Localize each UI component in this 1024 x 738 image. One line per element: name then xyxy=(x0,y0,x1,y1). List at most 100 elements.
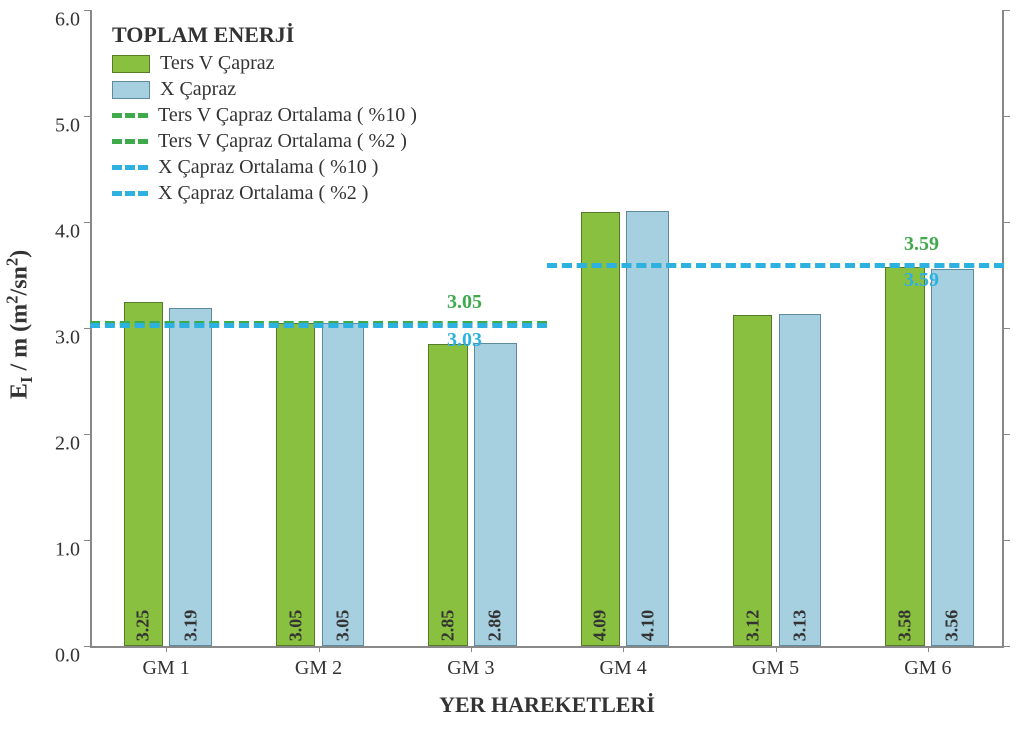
y-tick-mark xyxy=(84,116,90,117)
legend-title: TOPLAM ENERJİ xyxy=(112,22,417,48)
x-tick-label: GM 6 xyxy=(904,657,951,680)
bar-x: 3.56 xyxy=(931,269,974,646)
bar-value-label: 3.12 xyxy=(742,610,763,642)
legend-row: Ters V Çapraz Ortalama ( %2 ) xyxy=(112,130,417,153)
y-tick-mark xyxy=(84,540,90,541)
bar-border xyxy=(931,269,974,646)
bar-tersV: 2.85 xyxy=(428,344,468,646)
y-tick-mark xyxy=(84,10,90,11)
y-tick-mark xyxy=(1004,434,1010,435)
y-tick-mark xyxy=(84,434,90,435)
y-axis-title-text: EI / m (m2/sn2) xyxy=(3,249,38,398)
bar-x: 4.10 xyxy=(626,211,669,646)
bar-border xyxy=(474,343,517,646)
y-tick-mark xyxy=(84,646,90,647)
legend-swatch-box xyxy=(112,55,150,73)
bar-x: 2.86 xyxy=(474,343,517,646)
avg-value-x_2: 3.59 xyxy=(904,269,939,292)
bar-x: 3.05 xyxy=(322,323,365,646)
y-tick-label: 6.0 xyxy=(40,9,80,32)
y-tick-label: 5.0 xyxy=(40,115,80,138)
y-tick-label: 2.0 xyxy=(40,433,80,456)
y-tick-mark xyxy=(1004,328,1010,329)
avg-line-x_10 xyxy=(90,323,547,328)
bar-tersV: 4.09 xyxy=(581,212,621,646)
y-tick-mark xyxy=(1004,116,1010,117)
y-tick-mark xyxy=(1004,10,1010,11)
legend-label: Ters V Çapraz Ortalama ( %10 ) xyxy=(158,104,417,127)
bar-border xyxy=(626,211,669,646)
legend: TOPLAM ENERJİ Ters V ÇaprazX ÇaprazTers … xyxy=(100,16,429,216)
y-tick-mark xyxy=(1004,540,1010,541)
legend-swatch-dash xyxy=(112,165,148,170)
bar-value-label: 3.05 xyxy=(332,610,353,642)
bar-value-label: 3.56 xyxy=(942,610,963,642)
bar-value-label: 3.58 xyxy=(894,610,915,642)
legend-row: Ters V Çapraz Ortalama ( %10 ) xyxy=(112,104,417,127)
legend-row: X Çapraz Ortalama ( %2 ) xyxy=(112,182,417,205)
x-axis-title: YER HAREKETLERİ xyxy=(90,692,1004,718)
avg-line-x_2 xyxy=(547,263,1004,268)
x-tick-label: GM 5 xyxy=(752,657,799,680)
x-tick-mark xyxy=(166,646,167,652)
bar-value-label: 3.25 xyxy=(133,610,154,642)
energy-chart: EI / m (m2/sn2) TOPLAM ENERJİ Ters V Çap… xyxy=(0,0,1024,738)
legend-label: Ters V Çapraz xyxy=(160,52,275,75)
bar-border xyxy=(276,323,316,646)
bar-border xyxy=(581,212,621,646)
bar-border xyxy=(733,315,773,646)
bar-value-label: 4.10 xyxy=(637,610,658,642)
x-tick-mark xyxy=(776,646,777,652)
legend-label: X Çapraz Ortalama ( %2 ) xyxy=(158,182,368,205)
bar-tersV: 3.58 xyxy=(885,267,925,646)
y-tick-label: 0.0 xyxy=(40,645,80,668)
legend-label: X Çapraz Ortalama ( %10 ) xyxy=(158,156,378,179)
bar-border xyxy=(124,302,164,647)
legend-swatch-dash xyxy=(112,139,148,144)
bar-border xyxy=(885,267,925,646)
legend-row: Ters V Çapraz xyxy=(112,52,417,75)
bar-value-label: 2.85 xyxy=(437,610,458,642)
x-tick-mark xyxy=(319,646,320,652)
y-tick-label: 3.0 xyxy=(40,327,80,350)
x-tick-mark xyxy=(471,646,472,652)
x-tick-label: GM 1 xyxy=(143,657,190,680)
x-tick-mark xyxy=(928,646,929,652)
x-tick-label: GM 3 xyxy=(447,657,494,680)
y-tick-mark xyxy=(84,328,90,329)
avg-value-tersV_10: 3.05 xyxy=(447,291,482,314)
y-tick-label: 4.0 xyxy=(40,221,80,244)
bar-border xyxy=(779,314,822,646)
bar-border xyxy=(428,344,468,646)
y-axis-left xyxy=(90,10,92,646)
legend-swatch-dash xyxy=(112,113,148,118)
x-tick-label: GM 4 xyxy=(600,657,647,680)
legend-label: Ters V Çapraz Ortalama ( %2 ) xyxy=(158,130,407,153)
bar-tersV: 3.05 xyxy=(276,323,316,646)
bar-value-label: 4.09 xyxy=(590,610,611,642)
legend-row: X Çapraz xyxy=(112,78,417,101)
y-tick-label: 1.0 xyxy=(40,539,80,562)
bar-value-label: 3.05 xyxy=(285,610,306,642)
avg-value-x_10: 3.03 xyxy=(447,329,482,352)
legend-items: Ters V Çapraz X Çapraz Ters V Çapraz Ortal… xyxy=(112,52,417,205)
bar-x: 3.19 xyxy=(169,308,212,646)
bar-value-label: 3.19 xyxy=(180,610,201,642)
legend-swatch-box xyxy=(112,81,150,99)
bar-tersV: 3.25 xyxy=(124,302,164,647)
y-tick-mark xyxy=(1004,222,1010,223)
y-axis-title: EI / m (m2/sn2) xyxy=(0,0,40,648)
y-tick-mark xyxy=(1004,646,1010,647)
x-tick-label: GM 2 xyxy=(295,657,342,680)
plot-area: TOPLAM ENERJİ Ters V ÇaprazX ÇaprazTers … xyxy=(90,10,1004,648)
bar-border xyxy=(169,308,212,646)
x-tick-mark xyxy=(623,646,624,652)
bar-border xyxy=(322,323,365,646)
legend-swatch-dash xyxy=(112,191,148,196)
bar-value-label: 2.86 xyxy=(485,610,506,642)
legend-row: X Çapraz Ortalama ( %10 ) xyxy=(112,156,417,179)
legend-label: X Çapraz xyxy=(160,78,236,101)
bar-tersV: 3.12 xyxy=(733,315,773,646)
bar-value-label: 3.13 xyxy=(789,610,810,642)
bar-x: 3.13 xyxy=(779,314,822,646)
